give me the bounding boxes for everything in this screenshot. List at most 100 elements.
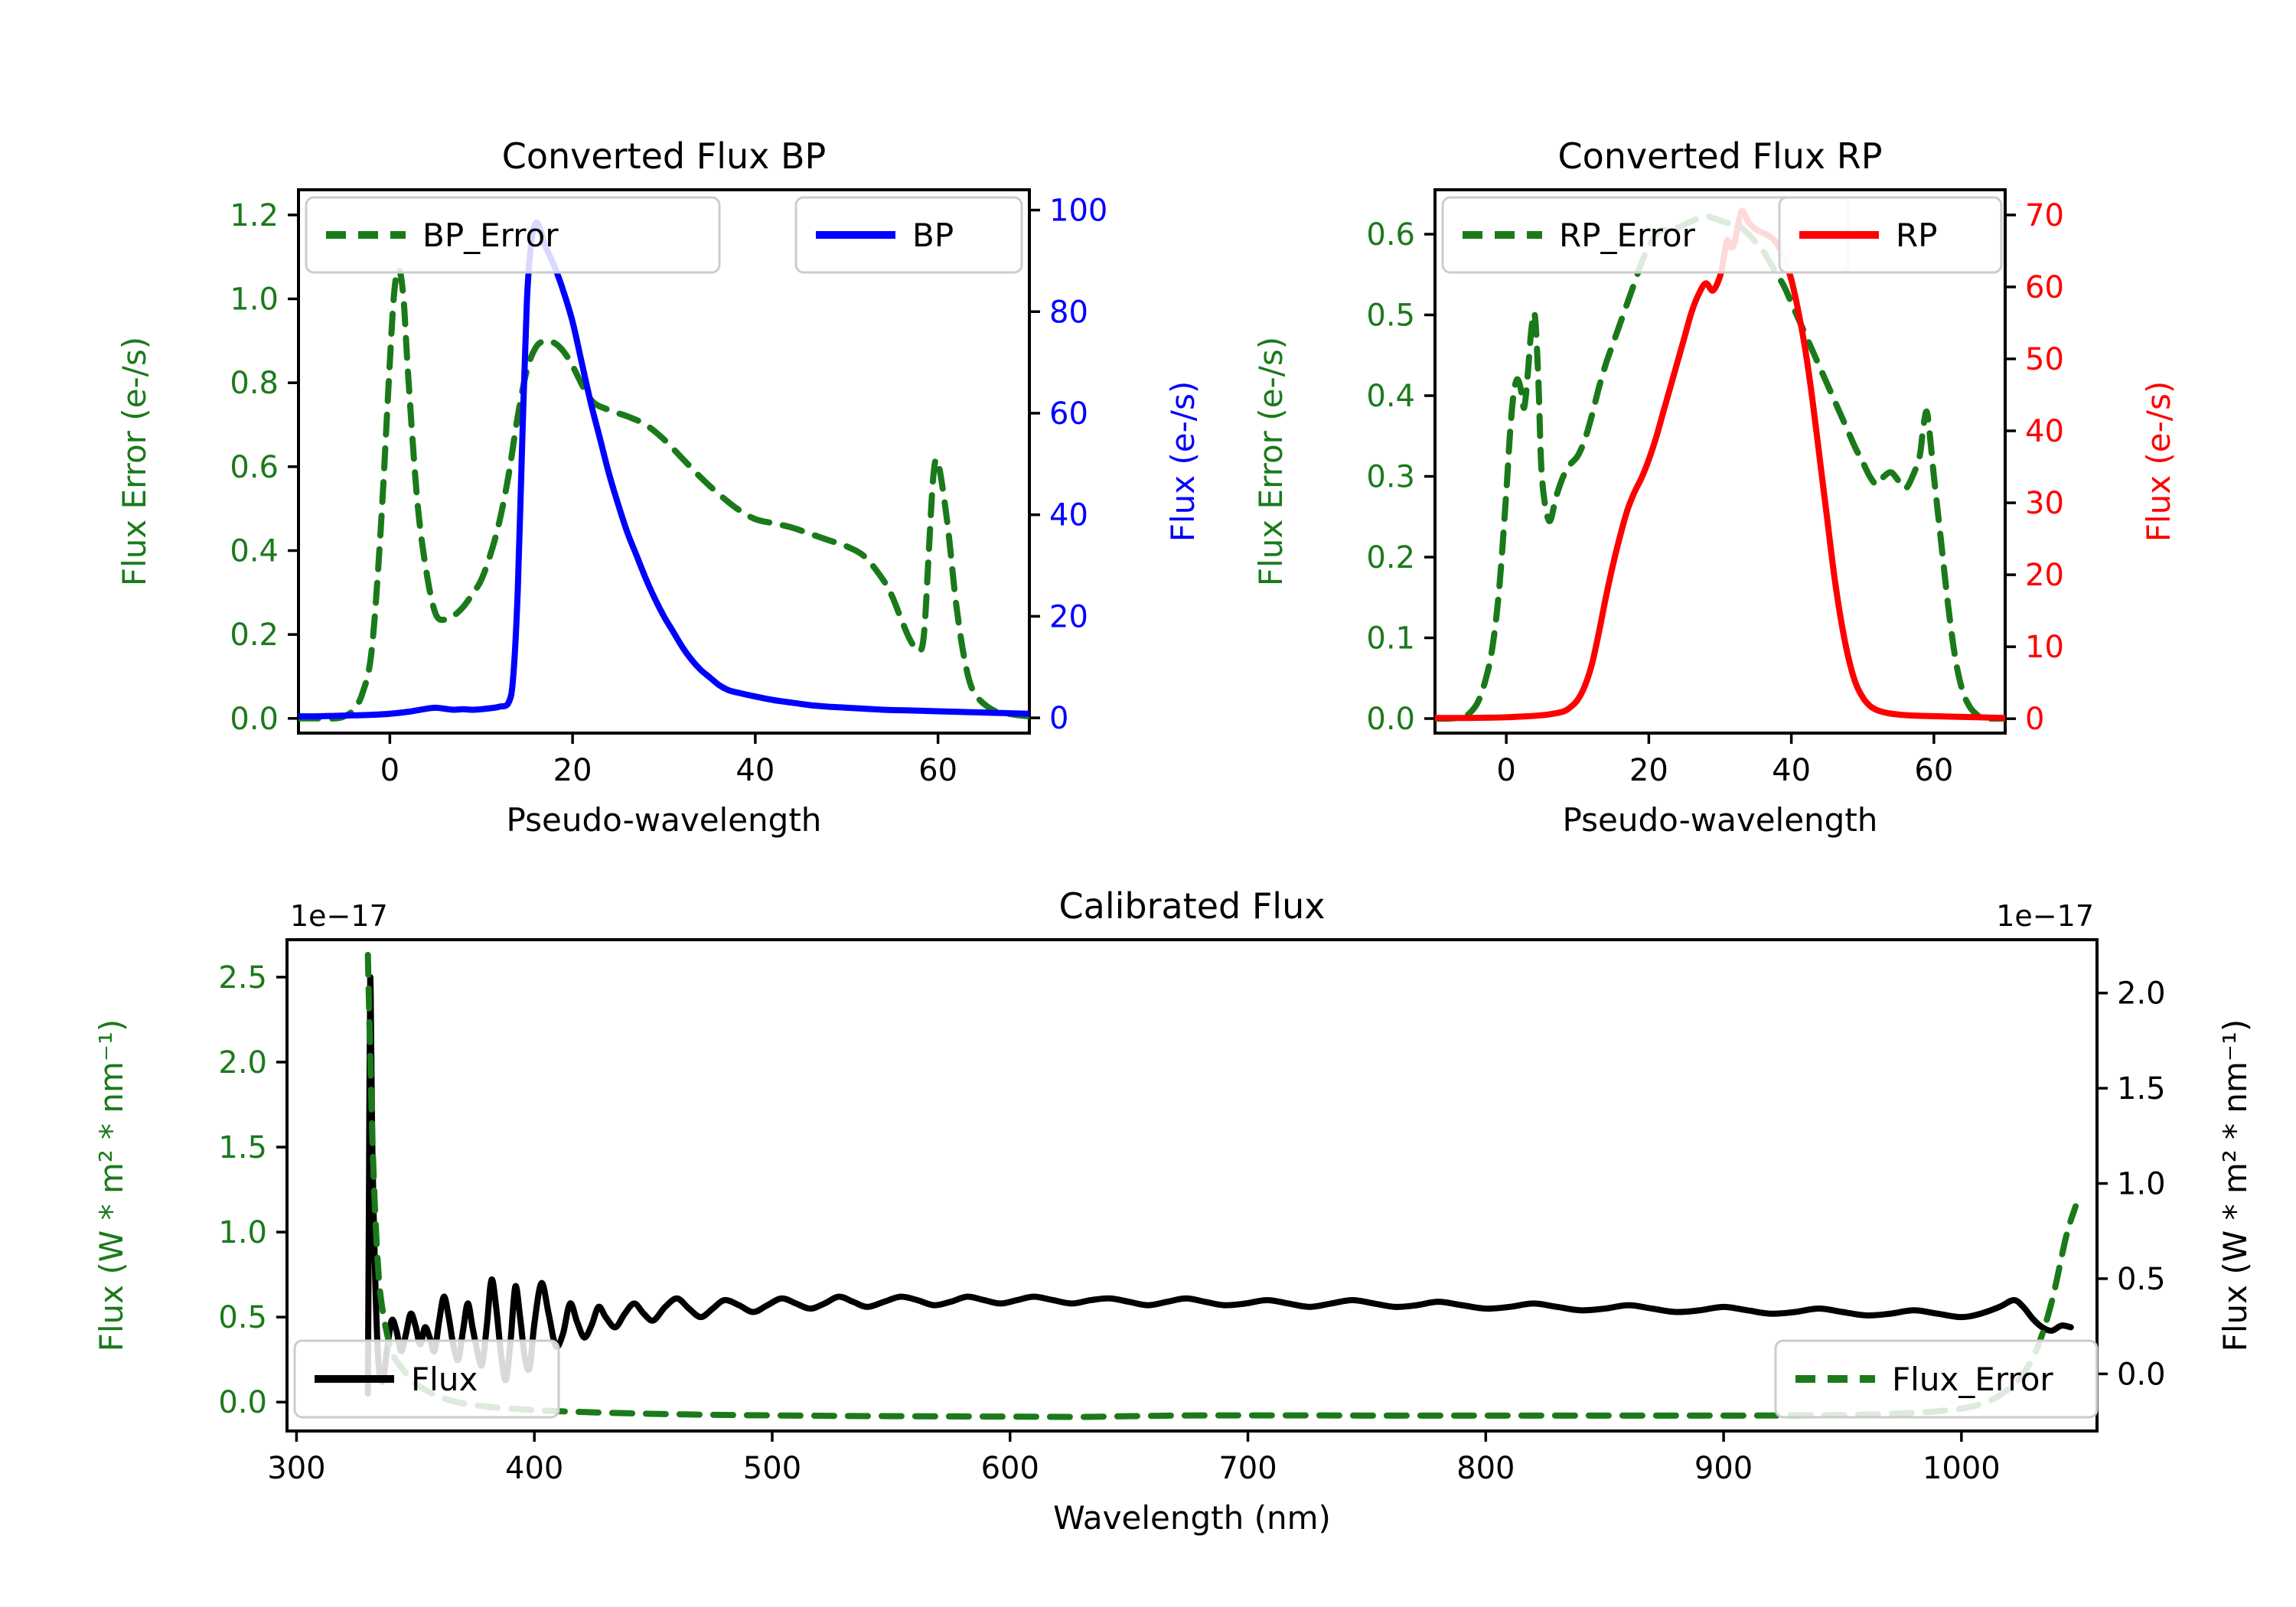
series-rp	[1435, 207, 2005, 722]
y-axis-label-left: Flux Error (e-/s)	[1252, 337, 1290, 586]
calibrated-flux-root: Calibrated Flux 1e−17 1e−17 300 400 500 600 700…	[93, 885, 2254, 1537]
y-tick-label-left: 1.2	[230, 198, 279, 233]
legend-flux[interactable]	[293, 1339, 560, 1419]
y-tick-label-left: 0.0	[230, 702, 279, 737]
y-tick-label-left: 0.3	[1366, 460, 1415, 495]
x-tick-label: 40	[1772, 753, 1811, 788]
y-tick-label-left: 2.0	[218, 1045, 267, 1081]
converted-flux-bp-root: Converted Flux BP 0 20 40 60 Pseudo-wavelengt…	[116, 135, 1202, 839]
x-tick-label: 300	[267, 1451, 325, 1486]
y-axis-label-right: Flux (W * m² * nm⁻¹)	[2216, 1019, 2254, 1352]
x-axis-label: Pseudo-wavelength	[507, 801, 822, 839]
x-tick-label: 20	[553, 753, 592, 788]
plot-frame	[1433, 188, 2007, 735]
panel-calibrated-flux: Calibrated Flux 1e−17 1e−17 300 400 500 600 700…	[0, 826, 2296, 1607]
series-bp	[298, 219, 1029, 720]
y-tick-label-right: 70	[2025, 198, 2064, 233]
y-tick-label-left: 0.4	[230, 534, 279, 569]
y-tick-label-left: 0.4	[1366, 379, 1415, 414]
y-axis-label-right: Flux (e-/s)	[1164, 381, 1202, 542]
y-tick-label-right: 0	[2025, 702, 2044, 737]
plot-frame	[285, 938, 2099, 1433]
plot-area	[298, 219, 1029, 722]
legend-label-rp_error: RP_Error	[1559, 217, 1696, 254]
y-tick-label-right: 20	[1049, 599, 1088, 634]
y-tick-label-right: 100	[1049, 194, 1107, 229]
y-tick-label-left: 0.2	[1366, 540, 1415, 575]
x-axis-label: Pseudo-wavelength	[1563, 801, 1878, 839]
legend-label-bp: BP	[912, 217, 954, 254]
x-tick-label: 500	[743, 1451, 801, 1486]
x-axis-label: Wavelength (nm)	[1053, 1499, 1331, 1537]
y-tick-label-right: 40	[2025, 414, 2064, 449]
x-tick-label: 600	[981, 1451, 1039, 1486]
y-tick-label-right: 0.0	[2117, 1357, 2166, 1392]
plot-frame	[297, 188, 1031, 735]
chart-title: Converted Flux BP	[502, 135, 827, 177]
legend-label-rp: RP	[1896, 217, 1938, 254]
y-tick-label-right: 30	[2025, 486, 2064, 521]
chart-converted-flux-bp: Converted Flux BP 0 20 40 60 Pseudo-wavelengt…	[116, 135, 1202, 839]
x-tick-label: 0	[1496, 753, 1515, 788]
chart-title: Calibrated Flux	[1059, 885, 1326, 927]
y-tick-label-left: 0.6	[230, 450, 279, 485]
x-tick-label: 0	[380, 753, 400, 788]
x-tick-label: 1000	[1923, 1451, 2001, 1486]
converted-flux-rp-root: Converted Flux RP 0 20 40 60 Pseudo-wavelengt…	[1252, 135, 2177, 839]
y-tick-label-right: 0	[1049, 701, 1068, 736]
y-tick-label-right: 10	[2025, 630, 2064, 665]
legend-label-bp_error: BP_Error	[422, 217, 559, 254]
series-flux	[364, 973, 2074, 1397]
y-tick-label-left: 1.0	[230, 282, 279, 318]
y-tick-label-left: 0.5	[218, 1300, 267, 1335]
y-tick-label-left: 0.0	[1366, 702, 1415, 737]
x-tick-label: 60	[918, 753, 957, 788]
y-tick-label-right: 0.5	[2117, 1262, 2166, 1297]
y-tick-label-left: 0.0	[218, 1385, 267, 1420]
y-tick-label-right: 1.5	[2117, 1071, 2166, 1107]
y-axis-label-right: Flux (e-/s)	[2140, 381, 2177, 542]
y-axis-label-left: Flux Error (e-/s)	[116, 337, 153, 586]
panel-converted-flux-bp: Converted Flux BP 0 20 40 60 Pseudo-wavelengt…	[0, 0, 1202, 839]
y-axis-label-left: Flux (W * m² * nm⁻¹)	[93, 1019, 130, 1352]
x-tick-label: 40	[735, 753, 775, 788]
y-tick-label-right: 2.0	[2117, 976, 2166, 1012]
y-tick-label-left: 0.1	[1366, 621, 1415, 657]
y-tick-label-right: 20	[2025, 558, 2064, 593]
y-tick-label-left: 1.5	[218, 1130, 267, 1165]
y-tick-label-left: 1.0	[218, 1215, 267, 1250]
y-axis-offset-left: 1e−17	[290, 899, 388, 933]
x-tick-label: 60	[1914, 753, 1953, 788]
y-tick-label-right: 60	[2025, 270, 2064, 305]
legend-flux_error[interactable]	[1774, 1339, 2099, 1419]
y-tick-label-left: 0.6	[1366, 217, 1415, 253]
legend-bp[interactable]	[794, 196, 1023, 274]
x-tick-label: 20	[1629, 753, 1668, 788]
chart-converted-flux-rp: Converted Flux RP 0 20 40 60 Pseudo-wavelengt…	[1252, 135, 2177, 839]
panel-converted-flux-rp: Converted Flux RP 0 20 40 60 Pseudo-wavelengt…	[1133, 0, 2296, 839]
x-tick-label: 400	[505, 1451, 563, 1486]
x-tick-label: 900	[1694, 1451, 1753, 1486]
legend-bp_error[interactable]	[305, 196, 721, 274]
y-tick-label-right: 60	[1049, 396, 1088, 432]
y-tick-label-right: 1.0	[2117, 1167, 2166, 1202]
x-tick-label: 800	[1456, 1451, 1515, 1486]
legend-label-flux: Flux	[411, 1361, 478, 1398]
series-rp_error	[1435, 213, 2005, 722]
plot-area	[1435, 207, 2005, 722]
legend-label-flux_error: Flux_Error	[1892, 1361, 2053, 1398]
y-axis-offset-right: 1e−17	[1996, 899, 2094, 933]
y-tick-label-left: 2.5	[218, 960, 267, 996]
y-tick-label-right: 40	[1049, 498, 1088, 533]
chart-title: Converted Flux RP	[1558, 135, 1883, 177]
x-tick-label: 700	[1218, 1451, 1277, 1486]
y-tick-label-left: 0.8	[230, 366, 279, 401]
y-tick-label-left: 0.5	[1366, 298, 1415, 334]
y-tick-label-right: 50	[2025, 342, 2064, 377]
chart-calibrated-flux: Calibrated Flux 1e−17 1e−17 300 400 500 600 700…	[93, 885, 2254, 1537]
y-tick-label-left: 0.2	[230, 618, 279, 653]
y-tick-label-right: 80	[1049, 295, 1088, 330]
legend-rp[interactable]	[1778, 196, 2003, 274]
series-bp_error	[298, 266, 1029, 722]
